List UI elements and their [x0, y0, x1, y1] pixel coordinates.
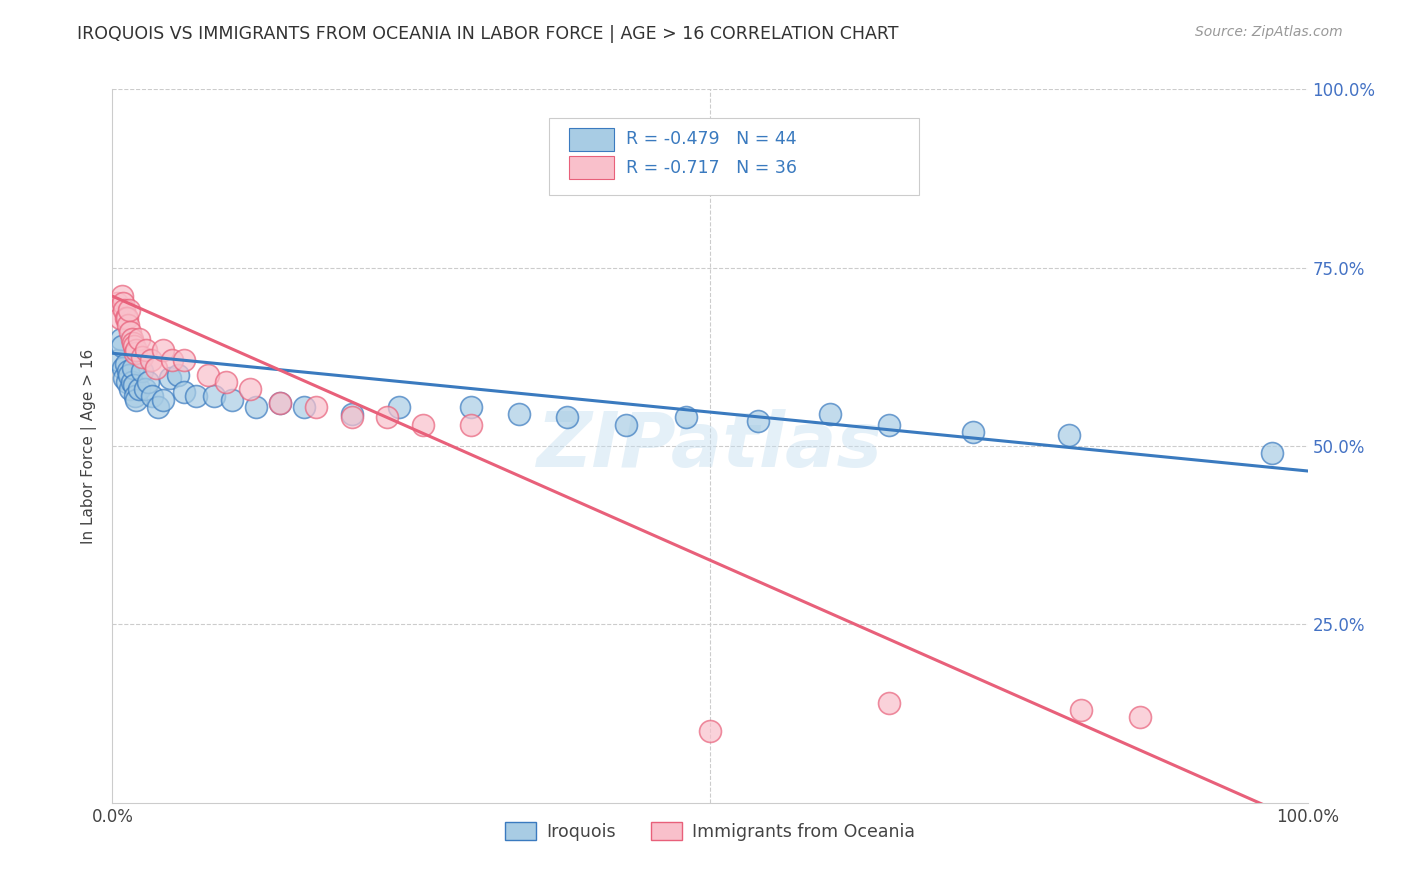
Point	[121, 332, 143, 346]
Point	[120, 325, 142, 339]
Point	[118, 303, 141, 318]
Point	[125, 343, 148, 357]
Point	[138, 375, 160, 389]
Point	[152, 392, 174, 407]
Point	[105, 296, 128, 310]
Point	[112, 360, 135, 375]
Point	[121, 335, 143, 350]
Point	[197, 368, 219, 382]
Point	[135, 343, 157, 357]
Point	[508, 407, 530, 421]
Point	[460, 400, 482, 414]
Point	[162, 353, 183, 368]
Point	[131, 350, 153, 364]
Point	[128, 332, 150, 346]
Point	[173, 353, 195, 368]
Point	[107, 353, 129, 368]
Point	[121, 360, 143, 375]
Point	[114, 303, 135, 318]
Point	[108, 310, 131, 325]
Point	[111, 289, 134, 303]
Point	[1057, 428, 1080, 442]
Point	[239, 382, 262, 396]
Point	[121, 375, 143, 389]
FancyBboxPatch shape	[548, 118, 920, 194]
Point	[340, 410, 363, 425]
Point	[134, 382, 156, 396]
FancyBboxPatch shape	[569, 156, 614, 179]
Point	[131, 364, 153, 378]
Point	[146, 400, 169, 414]
Point	[141, 389, 163, 403]
Point	[139, 353, 162, 368]
Text: IROQUOIS VS IMMIGRANTS FROM OCEANIA IN LABOR FORCE | AGE > 16 CORRELATION CHART: IROQUOIS VS IMMIGRANTS FROM OCEANIA IN L…	[77, 25, 898, 43]
Point	[125, 392, 148, 407]
Point	[115, 375, 138, 389]
Point	[173, 385, 195, 400]
Point	[122, 378, 145, 392]
Point	[221, 392, 243, 407]
Point	[202, 389, 225, 403]
Point	[128, 382, 150, 396]
Point	[122, 339, 145, 353]
Point	[117, 318, 139, 332]
Text: R = -0.479   N = 44: R = -0.479 N = 44	[627, 130, 797, 148]
Point	[114, 357, 136, 371]
Point	[115, 310, 138, 325]
Legend: Iroquois, Immigrants from Oceania: Iroquois, Immigrants from Oceania	[498, 815, 922, 847]
Point	[292, 400, 315, 414]
Point	[388, 400, 411, 414]
Y-axis label: In Labor Force | Age > 16: In Labor Force | Age > 16	[80, 349, 97, 543]
Point	[747, 414, 769, 428]
Point	[117, 364, 139, 378]
Point	[879, 696, 901, 710]
Point	[1070, 703, 1092, 717]
Point	[112, 296, 135, 310]
Point	[215, 375, 238, 389]
Point	[818, 407, 841, 421]
Point	[962, 425, 984, 439]
Point	[152, 343, 174, 357]
Point	[110, 332, 132, 346]
Point	[377, 410, 399, 425]
Point	[124, 389, 146, 403]
Point	[675, 410, 697, 425]
Point	[616, 417, 638, 432]
Point	[114, 310, 136, 325]
Point	[305, 400, 328, 414]
Point	[124, 346, 146, 360]
Point	[269, 396, 291, 410]
Point	[555, 410, 578, 425]
Point	[879, 417, 901, 432]
Point	[120, 382, 142, 396]
Point	[699, 724, 721, 739]
Point	[340, 407, 363, 421]
Point	[412, 417, 434, 432]
Text: Source: ZipAtlas.com: Source: ZipAtlas.com	[1195, 25, 1343, 39]
Point	[114, 371, 135, 385]
Point	[269, 396, 291, 410]
Point	[111, 339, 134, 353]
FancyBboxPatch shape	[569, 128, 614, 151]
Point	[245, 400, 267, 414]
Point	[167, 368, 190, 382]
Text: ZIPatlas: ZIPatlas	[537, 409, 883, 483]
Point	[145, 360, 167, 375]
Point	[186, 389, 208, 403]
Text: R = -0.717   N = 36: R = -0.717 N = 36	[627, 159, 797, 177]
Point	[118, 368, 141, 382]
Point	[1129, 710, 1152, 724]
Point	[159, 371, 181, 385]
Point	[460, 417, 482, 432]
Point	[1261, 446, 1284, 460]
